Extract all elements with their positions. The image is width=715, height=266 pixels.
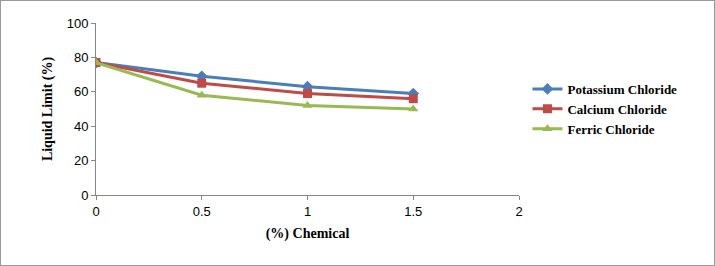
svg-text:0: 0 xyxy=(81,188,88,203)
svg-text:0.5: 0.5 xyxy=(193,204,211,219)
svg-text:20: 20 xyxy=(74,153,88,168)
svg-text:1: 1 xyxy=(304,204,311,219)
svg-text:40: 40 xyxy=(74,119,88,134)
svg-text:0: 0 xyxy=(92,204,99,219)
svg-text:2: 2 xyxy=(515,204,522,219)
svg-text:60: 60 xyxy=(74,84,88,99)
svg-text:100: 100 xyxy=(67,16,89,31)
svg-text:Potassium Chloride: Potassium Chloride xyxy=(567,82,677,97)
svg-text:Liquid Limit (%): Liquid Limit (%) xyxy=(40,57,56,162)
svg-text:1.5: 1.5 xyxy=(404,204,422,219)
svg-text:Calcium Chloride: Calcium Chloride xyxy=(567,102,667,117)
svg-text:(%) Chemical: (%) Chemical xyxy=(266,226,350,242)
svg-text:80: 80 xyxy=(74,50,88,65)
svg-text:Ferric Chloride: Ferric Chloride xyxy=(567,122,654,137)
